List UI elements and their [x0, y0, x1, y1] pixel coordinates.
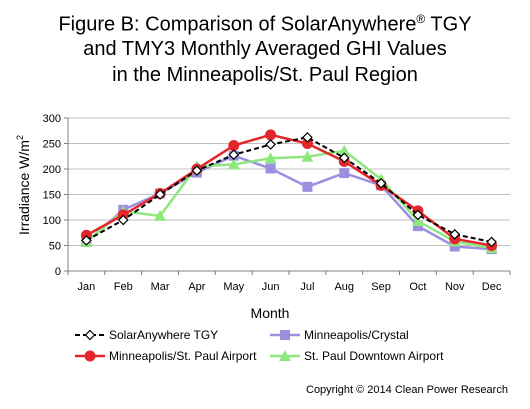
point-solaranywhere-tgy-feb	[117, 214, 129, 226]
series-minneapolis-st-paul-airport	[80, 129, 498, 251]
x-tick-label-aug: Aug	[334, 281, 354, 293]
legend-item-solaranywhere-tgy: SolarAnywhere TGY	[75, 328, 218, 342]
legend-swatch-marker-solaranywhere-tgy	[84, 329, 96, 341]
legend-item-st-paul-downtown-airport: St. Paul Downtown Airport	[270, 349, 444, 363]
legend-label-st-paul-downtown-airport: St. Paul Downtown Airport	[304, 349, 444, 363]
point-minneapolis-crystal-nov	[449, 241, 460, 252]
chart-title-line-2: and TMY3 Monthly Averaged GHI Values	[83, 38, 447, 60]
point-minneapolis-crystal-oct	[412, 221, 423, 232]
point-minneapolis-st-paul-airport-may	[228, 140, 240, 152]
point-solaranywhere-tgy-jul	[302, 132, 313, 143]
y-tick-label-300: 300	[43, 113, 61, 125]
point-st-paul-downtown-airport-aug	[338, 144, 351, 156]
point-st-paul-downtown-airport-jun	[264, 152, 277, 164]
x-tick-label-feb: Feb	[114, 281, 133, 293]
chart-title-line-1: Figure B: Comparison of SolarAnywhere® T…	[58, 12, 472, 36]
y-tick-label-250: 250	[43, 139, 61, 151]
x-tick-label-sep: Sep	[371, 281, 391, 293]
point-minneapolis-st-paul-airport-jun	[265, 129, 277, 141]
x-tick-label-nov: Nov	[445, 281, 465, 293]
legend-item-minneapolis-st-paul-airport: Minneapolis/St. Paul Airport	[75, 349, 257, 363]
y-tick-label-0: 0	[55, 266, 61, 278]
x-tick-label-mar: Mar	[151, 281, 170, 293]
x-axis-title: Month	[251, 305, 290, 321]
point-solaranywhere-tgy-sep	[375, 177, 387, 189]
legend-swatch-marker-minneapolis-st-paul-airport	[84, 350, 96, 362]
point-solaranywhere-tgy-dec	[486, 236, 497, 248]
legend-swatch-marker-st-paul-downtown-airport	[279, 350, 291, 361]
y-tick-label-150: 150	[43, 190, 61, 202]
point-solaranywhere-tgy-mar	[154, 189, 166, 200]
copyright-note: Copyright © 2014 Clean Power Research	[306, 384, 508, 396]
y-tick-label-100: 100	[43, 215, 61, 227]
legend-item-minneapolis-crystal: Minneapolis/Crystal	[270, 328, 409, 342]
axes	[64, 117, 511, 275]
y-tick-label-50: 50	[49, 241, 61, 253]
legend-swatch-marker-minneapolis-crystal	[280, 330, 290, 340]
x-tick-label-dec: Dec	[482, 281, 502, 293]
series-solaranywhere-tgy	[81, 132, 497, 248]
legend-label-solaranywhere-tgy: SolarAnywhere TGY	[109, 328, 218, 342]
point-st-paul-downtown-airport-oct	[411, 215, 424, 227]
x-tick-label-oct: Oct	[409, 281, 426, 293]
legend: SolarAnywhere TGY Minneapolis/Crystal Minn…	[75, 328, 444, 363]
point-st-paul-downtown-airport-jul	[301, 150, 314, 162]
y-axis-title: Irradiance W/m2	[15, 135, 32, 235]
point-solaranywhere-tgy-may	[228, 149, 240, 161]
point-solaranywhere-tgy-apr	[191, 165, 203, 176]
series-line-st-paul-downtown-airport	[85, 149, 492, 250]
point-solaranywhere-tgy-jan	[81, 235, 92, 246]
point-st-paul-downtown-airport-may	[227, 158, 240, 170]
point-minneapolis-crystal-jun	[265, 163, 276, 174]
point-st-paul-downtown-airport-mar	[154, 209, 167, 221]
point-minneapolis-crystal-jul	[302, 181, 313, 192]
y-tick-label-200: 200	[43, 164, 61, 176]
legend-label-minneapolis-st-paul-airport: Minneapolis/St. Paul Airport	[109, 349, 257, 363]
legend-label-minneapolis-crystal: Minneapolis/Crystal	[304, 328, 409, 342]
point-solaranywhere-tgy-nov	[449, 228, 461, 240]
x-tick-label-jan: Jan	[78, 281, 96, 293]
point-solaranywhere-tgy-jun	[265, 139, 276, 150]
point-solaranywhere-tgy-oct	[412, 209, 424, 221]
series-line-minneapolis-st-paul-airport	[85, 133, 492, 247]
x-tick-label-jul: Jul	[300, 281, 314, 293]
x-tick-label-jun: Jun	[262, 281, 280, 293]
point-minneapolis-crystal-aug	[339, 168, 350, 179]
point-solaranywhere-tgy-aug	[338, 152, 350, 164]
chart-title-line-3: in the Minneapolis/St. Paul Region	[112, 64, 418, 86]
grid-lines	[68, 117, 510, 272]
x-tick-label-apr: Apr	[188, 281, 205, 293]
series-layer	[80, 129, 498, 255]
x-tick-label-may: May	[223, 281, 244, 293]
tick-labels: 0 50 100 150 200 250 300 Jan Feb Mar Apr May Jun Jul A…	[43, 113, 502, 293]
series-line-solaranywhere-tgy	[85, 136, 492, 243]
